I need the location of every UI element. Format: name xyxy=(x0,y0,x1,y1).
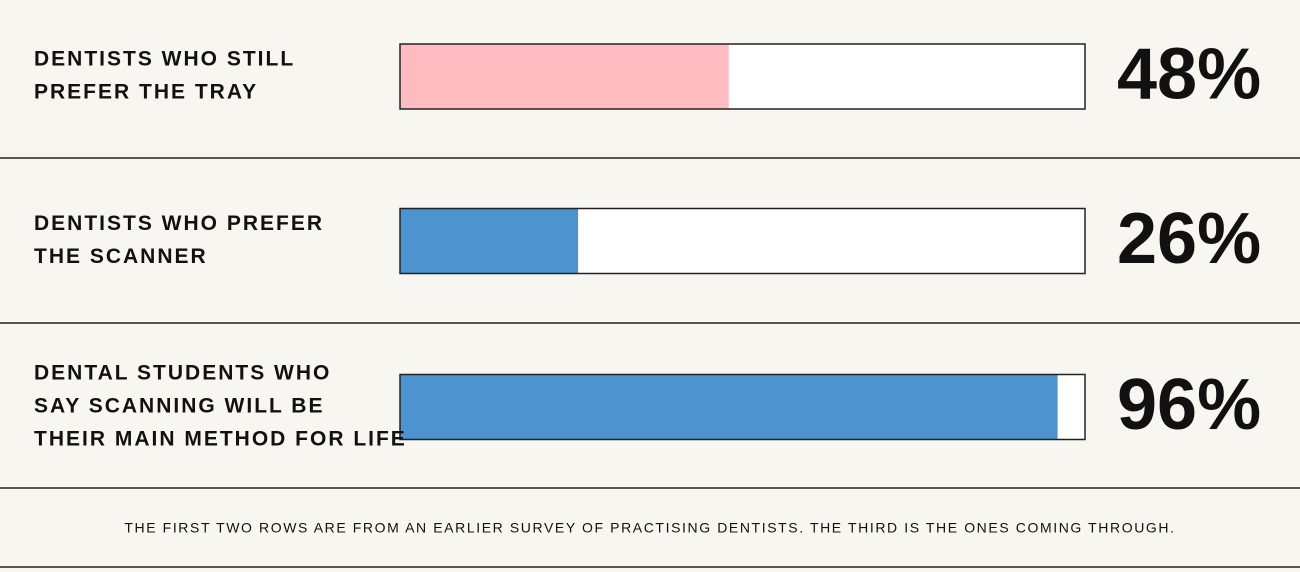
value-label: 96% xyxy=(1117,365,1261,445)
category-label: DENTISTS WHO STILL xyxy=(34,48,295,71)
category-label: SAY SCANNING WILL BE xyxy=(34,395,324,418)
bar-outline xyxy=(399,43,1086,110)
category-label: PREFER THE TRAY xyxy=(34,81,258,104)
category-label: THE SCANNER xyxy=(34,245,208,268)
category-label: DENTAL STUDENTS WHO xyxy=(34,362,331,385)
bar xyxy=(400,44,729,109)
bar-outline xyxy=(399,373,1086,441)
bar xyxy=(400,374,1058,440)
value-label: 48% xyxy=(1117,35,1261,115)
footnote: THE FIRST TWO ROWS ARE FROM AN EARLIER S… xyxy=(124,520,1175,536)
category-label: THEIR MAIN METHOD FOR LIFE xyxy=(34,428,407,451)
bar xyxy=(400,208,579,274)
category-label: DENTISTS WHO PREFER xyxy=(34,212,324,235)
bar-outline xyxy=(399,207,1086,275)
value-label: 26% xyxy=(1117,199,1261,279)
